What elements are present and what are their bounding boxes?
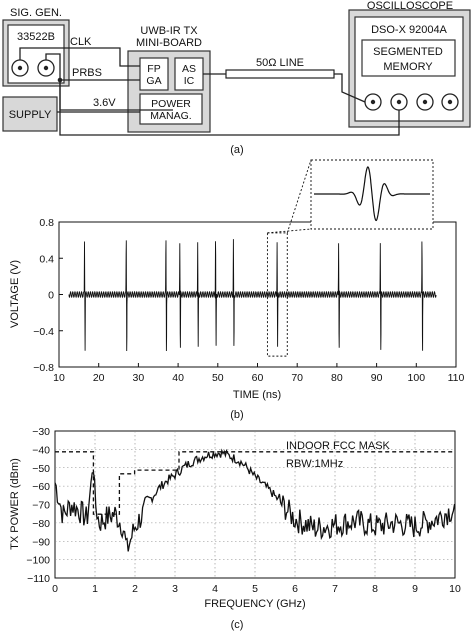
oscilloscope-model: DSO-X 92004A xyxy=(371,24,447,36)
bnc-connector-icon xyxy=(37,59,55,77)
y-tick-label: −0.8 xyxy=(33,362,54,374)
fpga-label-1: FP xyxy=(147,63,160,75)
supply-label: SUPPLY xyxy=(9,109,52,121)
panel-a-label: (a) xyxy=(230,144,243,156)
x-tick-label: 6 xyxy=(292,583,298,595)
x-tick-label: 7 xyxy=(332,583,338,595)
frequency-axis-label: FREQUENCY (GHz) xyxy=(204,598,305,610)
block-diagram: SIG. GEN. 33522B SUPPLY UWB-IR TX MINI-B… xyxy=(2,0,471,156)
power-management-block xyxy=(139,93,203,125)
power-label-1: POWER xyxy=(151,98,191,110)
prbs-label: PRBS xyxy=(72,67,102,79)
y-tick-label: −70 xyxy=(32,500,50,512)
voltage-axis-label: VOLTAGE (V) xyxy=(9,260,21,328)
x-tick-label: 8 xyxy=(372,583,378,595)
zoom-window xyxy=(266,232,288,357)
y-tick-label: −60 xyxy=(32,481,50,493)
memory-label-1: SEGMENTED xyxy=(373,46,443,58)
time-axis-label: TIME (ns) xyxy=(233,389,281,401)
y-tick-label: −30 xyxy=(32,426,50,438)
memory-label-2: MEMORY xyxy=(383,61,433,73)
zoom-connector xyxy=(286,159,312,234)
x-tick-label: 30 xyxy=(133,372,145,384)
y-tick-label: −50 xyxy=(32,463,50,475)
sig-gen-model: 33522B xyxy=(17,31,55,43)
x-tick-label: 0 xyxy=(52,583,58,595)
x-tick-label: 3 xyxy=(172,583,178,595)
tx-board-title-1: UWB-IR TX xyxy=(140,25,198,37)
y-tick-label: 0.4 xyxy=(39,253,54,265)
y-tick-label: −80 xyxy=(32,518,50,530)
tx-board-title-2: MINI-BOARD xyxy=(136,37,202,49)
y-tick-label: −0.4 xyxy=(33,326,54,338)
x-tick-label: 50 xyxy=(212,372,224,384)
x-tick-label: 10 xyxy=(53,372,65,384)
power-label-2: MANAG. xyxy=(150,110,191,122)
time-domain-chart: 10 20 30 40 50 60 70 80 90 100 110−0.8−0.400.40.8 … xyxy=(9,159,465,421)
line-to-scope-wire xyxy=(334,73,366,103)
voltage-trace xyxy=(68,239,437,352)
x-tick-label: 40 xyxy=(172,372,184,384)
asic-label-2: IC xyxy=(184,75,195,87)
scope-input-icon xyxy=(441,93,459,111)
panel-c-label: (c) xyxy=(231,619,244,631)
trigger-to-scope-wire xyxy=(59,80,400,136)
spectrum-grid xyxy=(55,431,455,578)
time-axis-ticks: 10 20 30 40 50 60 70 80 90 100 110 −0.8 −0.4 0 0.4 0.8 xyxy=(33,217,464,384)
scope-input-icon xyxy=(390,93,408,111)
panel-b-label: (b) xyxy=(230,409,243,421)
x-tick-label: 1 xyxy=(92,583,98,595)
x-tick-label: 2 xyxy=(132,583,138,595)
segmented-memory-block xyxy=(361,39,456,77)
x-tick-label: 70 xyxy=(291,372,303,384)
prbs-wire xyxy=(45,53,140,81)
oscilloscope-title: OSCILLOSCOPE xyxy=(367,0,453,12)
scope-input-icon xyxy=(364,93,382,111)
x-tick-label: 10 xyxy=(449,583,461,595)
y-tick-label: −40 xyxy=(32,444,50,456)
rbw-annotation: RBW:1MHz xyxy=(286,458,343,470)
inset-pulse xyxy=(314,166,430,222)
x-tick-label: 20 xyxy=(93,372,105,384)
line-label: 50Ω LINE xyxy=(256,57,304,69)
asic-label-1: AS xyxy=(182,63,196,75)
x-tick-label: 60 xyxy=(252,372,264,384)
fcc-mask-annotation: INDOOR FCC MASK xyxy=(286,440,391,452)
clk-label: CLK xyxy=(70,36,92,48)
x-tick-label: 110 xyxy=(448,372,465,384)
clk-wire xyxy=(19,47,140,67)
y-tick-label: −100 xyxy=(26,555,50,567)
y-tick-label: 0.8 xyxy=(39,217,54,229)
asic-block xyxy=(174,57,204,91)
supply-block xyxy=(2,96,58,132)
fpga-block xyxy=(139,57,169,91)
x-tick-label: 4 xyxy=(212,583,218,595)
x-tick-label: 90 xyxy=(371,372,383,384)
voltage-label: 3.6V xyxy=(93,97,116,109)
transmission-line xyxy=(225,69,335,79)
spectrum-trace xyxy=(54,448,456,552)
bnc-connector-icon xyxy=(11,59,29,77)
sig-gen-title: SIG. GEN. xyxy=(10,7,62,19)
fcc-mask-line xyxy=(55,451,455,515)
x-tick-label: 80 xyxy=(331,372,343,384)
x-tick-label: 9 xyxy=(412,583,418,595)
y-tick-label: −110 xyxy=(27,573,50,585)
y-tick-label: 0 xyxy=(48,290,54,302)
fpga-label-2: GA xyxy=(146,75,161,87)
y-tick-label: −90 xyxy=(32,536,50,548)
spectrum-axis-ticks: 0 1 2 3 4 5 6 7 8 9 10 −110 −100 −90 −80 −70 −60 −50 −40 −3… xyxy=(26,426,461,595)
x-tick-label: 100 xyxy=(408,372,426,384)
spectrum-chart: 0 1 2 3 4 5 6 7 8 9 10 −110 −100 −90 −80 −70 −60 −50 −40 −3… xyxy=(9,426,461,631)
x-tick-label: 5 xyxy=(252,583,258,595)
zoom-connector xyxy=(267,228,312,234)
scope-input-icon xyxy=(416,93,434,111)
power-axis-label: TX POWER (dBm) xyxy=(9,458,21,550)
